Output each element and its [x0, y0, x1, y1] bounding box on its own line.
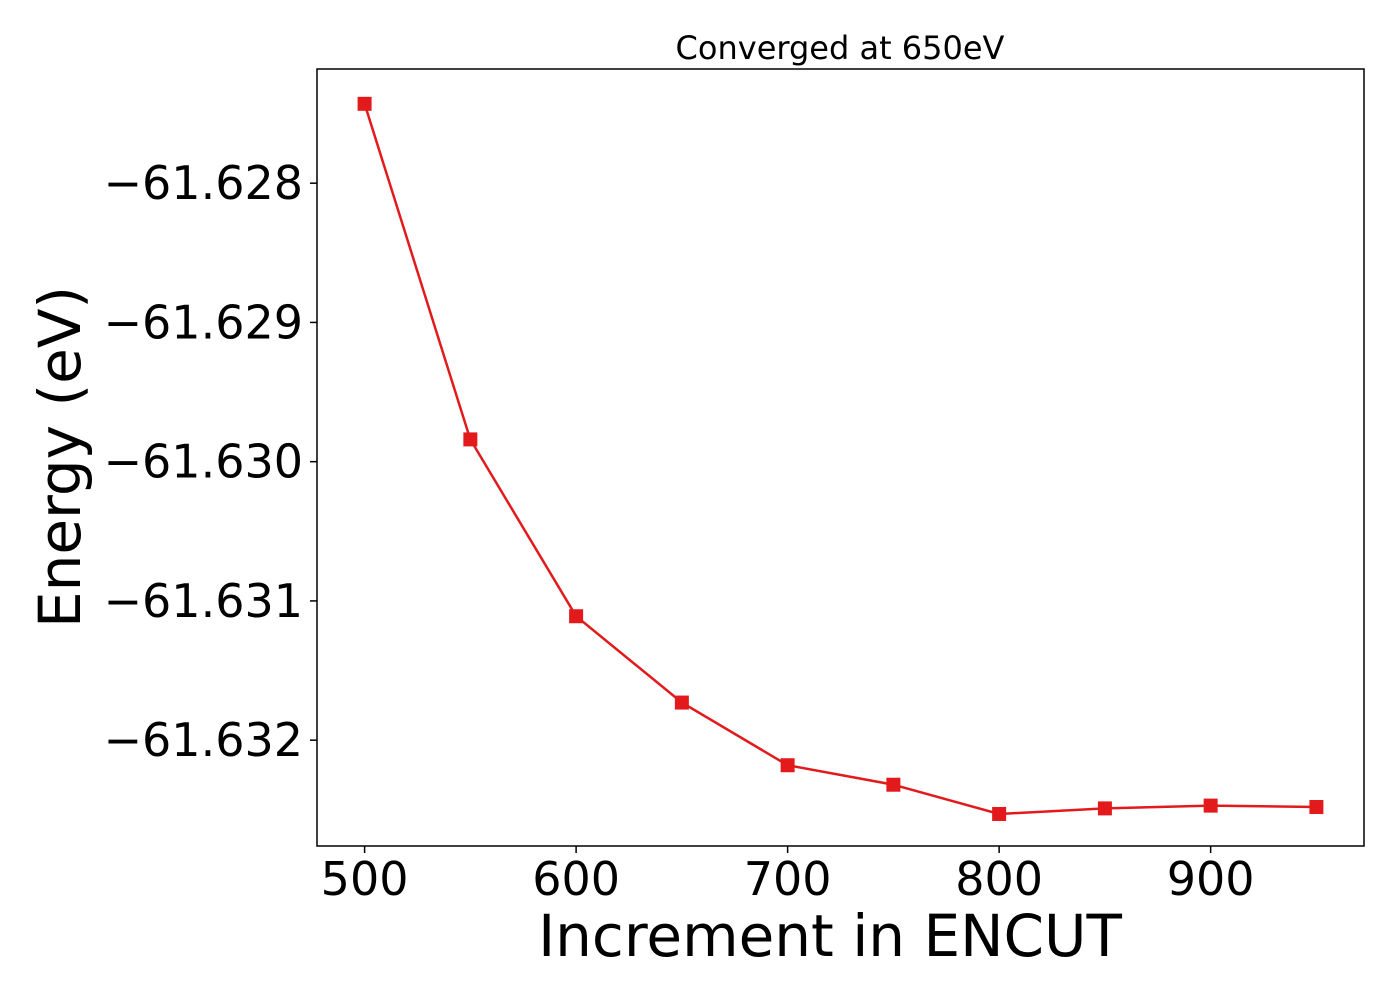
- data-point-marker: [1309, 800, 1324, 815]
- series-layer: [357, 96, 1324, 821]
- data-point-marker: [569, 609, 584, 624]
- x-tick-label: 600: [532, 852, 620, 906]
- data-point-marker: [1097, 801, 1112, 816]
- y-tick-label: −61.632: [104, 713, 304, 767]
- y-tick-label: −61.628: [104, 156, 304, 210]
- x-tick-label: 900: [1167, 852, 1255, 906]
- series-line: [363, 103, 1317, 816]
- y-axis-label: Energy (eV): [26, 286, 94, 628]
- x-tick-label: 500: [321, 852, 409, 906]
- y-tick-label: −61.630: [104, 435, 304, 489]
- data-point-marker: [886, 777, 901, 792]
- data-point-marker: [674, 695, 689, 710]
- data-point-marker: [992, 806, 1007, 821]
- x-tick-label: 800: [955, 852, 1043, 906]
- y-tick-label: −61.631: [104, 574, 304, 628]
- y-axis-ticks: −61.628 −61.629 −61.630 −61.631 −61.632: [104, 156, 317, 767]
- chart-title: Converged at 650eV: [676, 29, 1005, 67]
- plot-area-frame: [316, 68, 1365, 847]
- x-tick-label: 700: [744, 852, 832, 906]
- x-axis-ticks: 500 600 700 800 900: [321, 846, 1255, 906]
- data-point-marker: [357, 96, 372, 111]
- y-tick-label: −61.629: [104, 295, 304, 349]
- x-axis-label: Increment in ENCUT: [538, 902, 1122, 970]
- data-point-marker: [463, 432, 478, 447]
- data-point-marker: [780, 758, 795, 773]
- data-point-marker: [1203, 798, 1218, 813]
